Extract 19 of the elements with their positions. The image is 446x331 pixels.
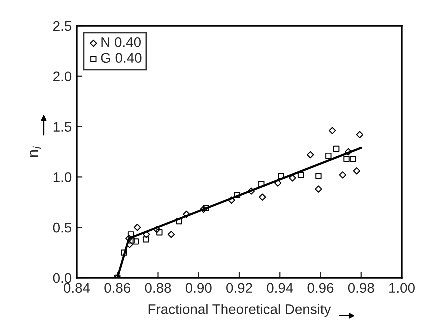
- y-tick-label: 0.5: [53, 222, 72, 233]
- x-axis-title: Fractional Theoretical Density: [148, 304, 332, 318]
- x-tick-label: 0.92: [226, 283, 252, 294]
- x-tick-label: 0.90: [186, 283, 212, 294]
- y-tick-label: 0.0: [53, 273, 72, 284]
- y-axis-title: n$_{i}$: [30, 146, 42, 158]
- x-tick-label: 0.88: [145, 283, 172, 294]
- legend-label: G 0.40: [101, 53, 142, 64]
- legend-label: N 0.40: [102, 37, 141, 48]
- x-tick-label: 1.00: [390, 283, 415, 294]
- x-tick-label: 0.96: [308, 283, 334, 294]
- y-tick-label: 2.5: [54, 21, 72, 32]
- y-tick-label: 1.5: [54, 122, 72, 132]
- y-tick-label: 1.0: [54, 172, 72, 182]
- y-tick-label: 2.0: [54, 72, 72, 82]
- x-tick-label: 0.94: [267, 283, 294, 294]
- x-tick-label: 0.98: [348, 283, 374, 294]
- x-tick-label: 0.86: [104, 283, 131, 294]
- x-tick-label: 0.84: [64, 283, 90, 294]
